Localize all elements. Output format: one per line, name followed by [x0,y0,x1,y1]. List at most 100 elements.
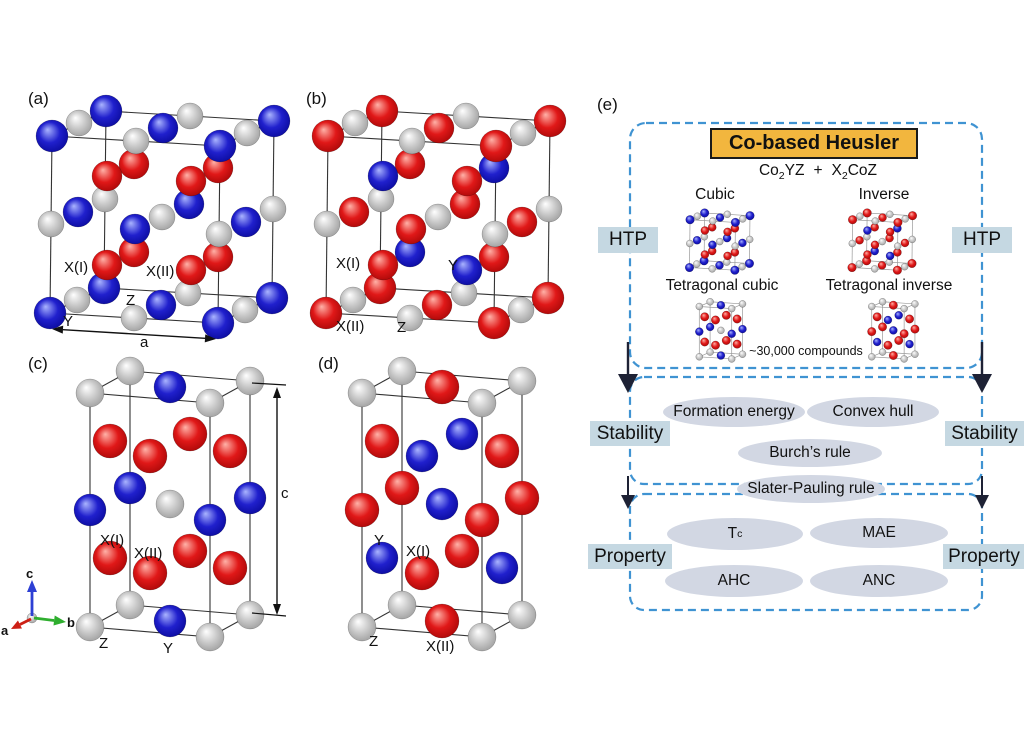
cell-edge [361,392,483,404]
cell-edge [871,356,905,360]
atom-b [62,196,94,228]
atom-g [870,265,879,273]
atom-g [37,210,65,238]
atom-g [235,600,265,630]
atom-b [201,306,235,340]
atom-g [122,127,150,155]
atom-r [723,251,732,261]
atom-b [257,104,291,138]
atom-g [467,388,497,418]
atom-b [885,251,895,261]
atom-r [721,335,731,345]
atom-g [908,235,916,244]
cell-edge [129,604,251,616]
atom-b [905,339,914,349]
atom-r [477,306,511,340]
formula-right: X2CoZ [831,162,878,183]
atom-g [259,195,287,223]
atom-g [509,119,537,147]
atom-g [176,102,204,130]
ahc-ellipse: AHC [665,565,803,597]
atom-g [693,212,702,220]
atom-b [33,296,67,330]
atom-b [744,258,755,269]
atom-r [172,533,208,569]
atom-g [911,350,919,358]
atom-r [711,340,720,350]
atom-g [75,378,105,408]
atom-b [705,322,715,332]
atom-r [892,265,902,275]
atom-g [235,366,265,396]
atom-b [255,281,289,315]
atom-g [706,298,714,306]
atom-r [867,327,877,337]
atom-g [452,102,480,130]
atom-r [531,281,565,315]
atom-g [708,265,716,273]
atom-r [424,603,460,639]
atom-r [732,314,742,324]
atom-g [693,260,701,268]
atom-b [233,481,267,515]
atom-r [732,339,742,349]
atom-g [738,300,747,308]
atom-r [504,480,540,516]
atom-g [347,612,377,642]
atom-g [727,304,736,313]
atom-b [894,311,903,320]
cell-edge [882,301,915,305]
atom-b [203,129,237,163]
atom-r [872,312,882,322]
atom-g [233,119,261,147]
atom-r [877,261,887,270]
atom-g [867,353,876,361]
atom-g [893,242,902,250]
atom-g [75,612,105,642]
atom-r [723,227,732,237]
atom-g [745,235,754,244]
atom-g [195,622,225,652]
chemical-formula: Co2YZ + X2CoZ [700,162,936,182]
atom-b [695,327,704,336]
atom-r [894,335,904,345]
atom-r [212,550,248,586]
atom-g [148,203,176,231]
atom-g [115,356,145,386]
atom-r [700,312,710,322]
dashed-box [628,121,984,370]
atom-r [878,213,887,222]
tetragonal-inverse-label: Tetragonal inverse [825,277,953,294]
atom-g [63,286,91,314]
mae-ellipse: MAE [810,518,948,548]
atom-b [738,324,747,334]
atom-r [395,213,427,245]
atom-g [717,326,725,335]
atom-g [507,600,537,630]
atom-r [344,492,380,528]
atom-g [339,286,367,314]
atom-g [535,195,563,223]
atom-b [35,119,69,153]
cell-edge [401,370,523,382]
atom-g [900,355,908,363]
atom-r [878,322,888,332]
cell-edge [89,626,211,638]
atom-g [120,304,148,332]
atom-g [706,348,714,356]
atom-b [685,215,695,225]
atom-g [900,262,909,271]
atom-b [863,226,872,235]
atom-g [878,298,887,306]
atom-b [153,604,187,638]
atom-r [907,258,917,269]
atom-b [113,471,147,505]
atom-r [863,250,872,259]
atom-b [73,493,107,527]
atom-g [715,237,724,246]
atom-g [398,127,426,155]
atom-g [26,612,38,624]
formation-energy-ellipse: Formation energy [663,397,805,427]
